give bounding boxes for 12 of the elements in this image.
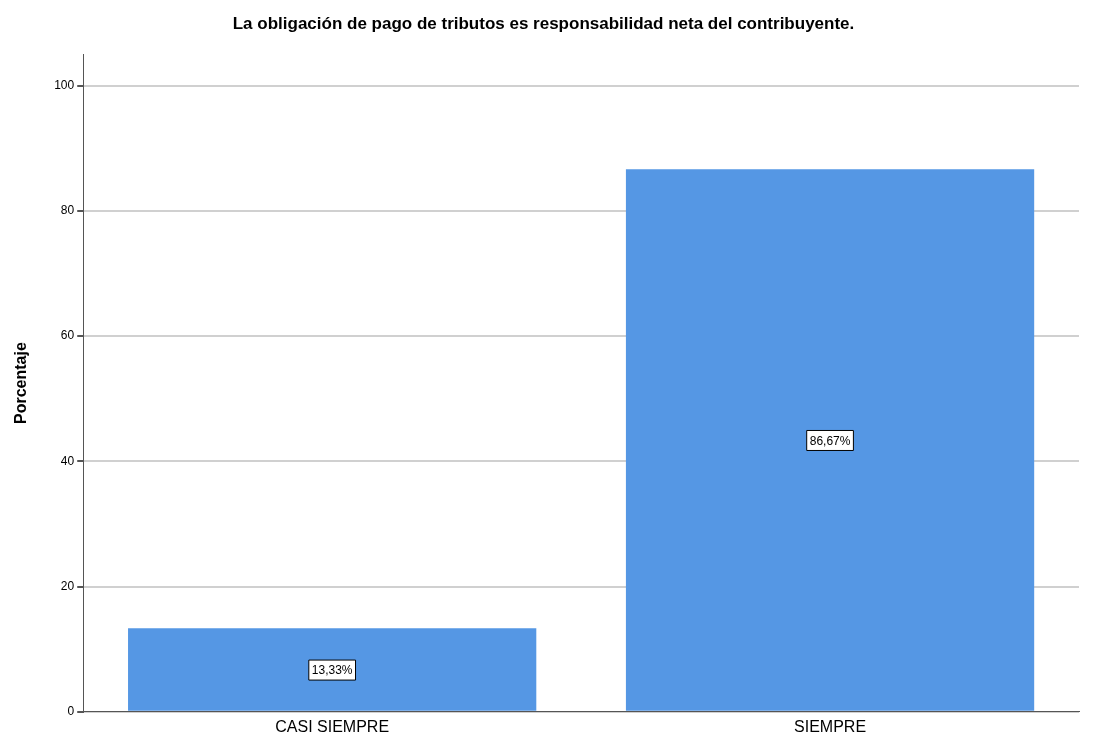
y-axis-title: Porcentaje xyxy=(12,342,30,425)
x-tick-label: SIEMPRE xyxy=(794,717,867,735)
x-tick-label: CASI SIEMPRE xyxy=(275,717,390,735)
y-tick-label: 20 xyxy=(60,578,75,593)
chart-title: La obligación de pago de tributos es responsabilidad neta del contribuyente. xyxy=(232,13,855,33)
y-tick-label: 80 xyxy=(60,203,75,218)
data-label: 86,67% xyxy=(809,433,851,448)
y-tick-label: 100 xyxy=(54,78,75,93)
y-tick-label: 40 xyxy=(60,453,75,468)
y-tick-label: 0 xyxy=(67,704,75,719)
data-label: 13,33% xyxy=(311,663,353,678)
y-tick-label: 60 xyxy=(60,328,75,343)
